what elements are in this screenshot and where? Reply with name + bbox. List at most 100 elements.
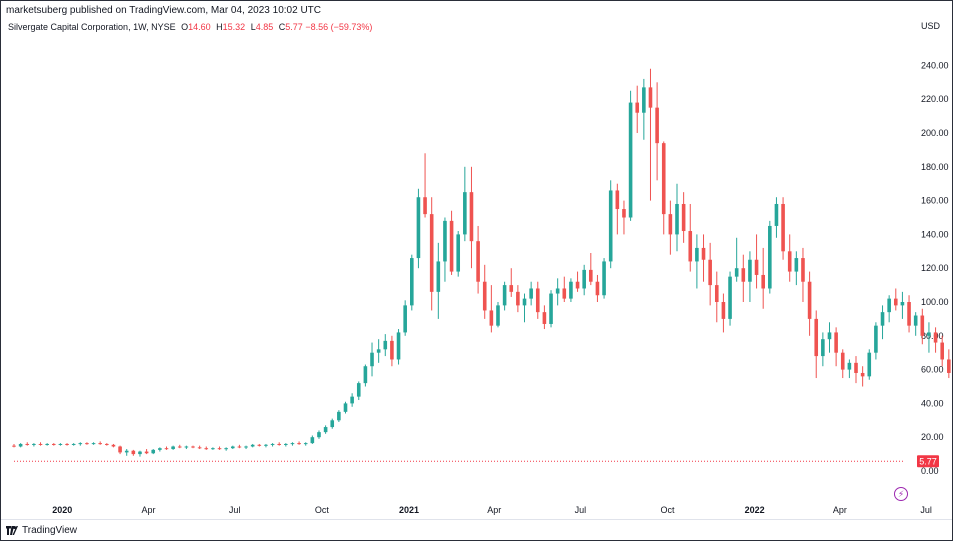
candle[interactable] (860, 366, 865, 387)
candle[interactable] (549, 290, 553, 328)
candle[interactable] (900, 291, 905, 319)
candle[interactable] (741, 254, 746, 302)
candle[interactable] (144, 449, 149, 455)
candle[interactable] (542, 305, 547, 330)
candle[interactable] (396, 329, 401, 365)
candle[interactable] (847, 359, 852, 379)
candle[interactable] (257, 443, 262, 447)
candle[interactable] (502, 281, 507, 311)
candle[interactable] (874, 322, 878, 360)
candle[interactable] (177, 444, 182, 449)
candle[interactable] (675, 183, 679, 252)
candle[interactable] (350, 393, 354, 407)
candle[interactable] (12, 443, 16, 448)
candle[interactable] (323, 425, 328, 434)
candle[interactable] (449, 210, 454, 275)
candle[interactable] (940, 335, 944, 367)
candle[interactable] (814, 310, 819, 379)
candle[interactable] (761, 247, 765, 309)
candle[interactable] (668, 200, 673, 255)
candle[interactable] (754, 234, 759, 289)
candle[interactable] (701, 234, 706, 282)
candle[interactable] (376, 339, 381, 363)
candle[interactable] (330, 418, 335, 429)
candle[interactable] (131, 449, 136, 456)
candle[interactable] (887, 295, 891, 323)
candle[interactable] (171, 445, 175, 450)
tradingview-brand[interactable]: TradingView (6, 525, 77, 536)
candle[interactable] (642, 78, 646, 140)
candle[interactable] (927, 322, 931, 353)
candle[interactable] (728, 271, 732, 326)
candle[interactable] (655, 82, 659, 181)
candle[interactable] (661, 141, 666, 235)
candle[interactable] (589, 252, 593, 286)
candle[interactable] (555, 278, 560, 306)
candle[interactable] (602, 258, 606, 299)
candle[interactable] (496, 302, 500, 328)
candle[interactable] (18, 443, 23, 448)
candle[interactable] (463, 166, 467, 242)
candle[interactable] (688, 203, 693, 272)
candle[interactable] (158, 447, 162, 452)
candle[interactable] (58, 443, 63, 446)
candle[interactable] (622, 200, 626, 235)
lightning-icon[interactable]: ⚡ (894, 487, 908, 501)
candle[interactable] (343, 401, 348, 414)
candle[interactable] (224, 447, 228, 451)
candle[interactable] (211, 447, 215, 450)
candle[interactable] (370, 342, 374, 377)
candle[interactable] (337, 410, 341, 422)
candle[interactable] (429, 197, 434, 311)
candle[interactable] (105, 443, 109, 446)
candle[interactable] (595, 274, 600, 302)
candle[interactable] (489, 285, 494, 333)
candle[interactable] (124, 449, 129, 456)
candle[interactable] (456, 231, 461, 277)
candle[interactable] (801, 247, 805, 302)
candle[interactable] (834, 327, 838, 367)
candle[interactable] (383, 334, 388, 357)
candle[interactable] (264, 443, 268, 448)
candle[interactable] (821, 332, 825, 367)
candle[interactable] (270, 443, 275, 447)
candle[interactable] (695, 234, 699, 289)
candle[interactable] (774, 197, 779, 238)
candle[interactable] (303, 442, 308, 446)
candle[interactable] (721, 293, 726, 333)
candle[interactable] (423, 153, 427, 218)
candle[interactable] (297, 441, 301, 445)
candle[interactable] (164, 446, 169, 450)
candle[interactable] (118, 445, 122, 455)
candle[interactable] (608, 180, 613, 269)
candle[interactable] (893, 288, 898, 311)
candle[interactable] (947, 349, 951, 379)
candle[interactable] (681, 192, 686, 243)
candle[interactable] (317, 430, 321, 439)
candle[interactable] (310, 435, 315, 444)
candle[interactable] (913, 312, 918, 336)
candle[interactable] (91, 442, 96, 445)
candle[interactable] (840, 349, 845, 379)
candle[interactable] (443, 217, 447, 282)
candle[interactable] (854, 356, 858, 384)
candle[interactable] (794, 251, 799, 286)
candle[interactable] (575, 271, 580, 292)
candle[interactable] (635, 85, 640, 133)
candle[interactable] (529, 281, 533, 306)
candle[interactable] (250, 443, 255, 448)
candle[interactable] (230, 445, 235, 450)
candle[interactable] (436, 242, 441, 319)
candle[interactable] (85, 442, 89, 445)
candle[interactable] (356, 381, 361, 401)
candle[interactable] (98, 441, 102, 445)
candle[interactable] (516, 285, 520, 313)
candle[interactable] (138, 450, 142, 457)
candle[interactable] (71, 443, 76, 446)
candle[interactable] (244, 445, 248, 450)
candle[interactable] (648, 68, 653, 201)
candle[interactable] (781, 197, 785, 260)
candle[interactable] (25, 442, 30, 446)
candle[interactable] (390, 335, 394, 367)
